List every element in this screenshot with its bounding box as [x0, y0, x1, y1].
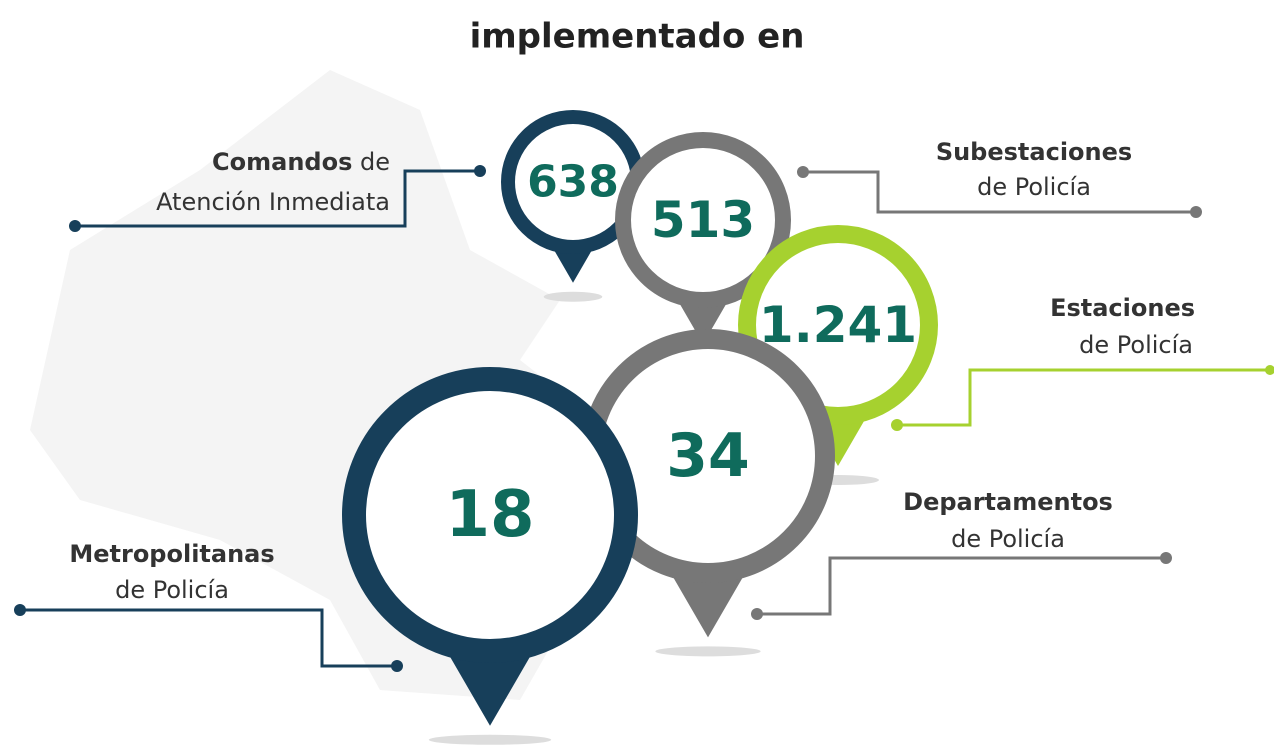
dot: [474, 165, 486, 177]
connector: [757, 556, 1166, 616]
dot: [1160, 552, 1172, 564]
dot: [797, 166, 809, 178]
dot: [69, 220, 81, 232]
connector-dots: [14, 165, 1274, 672]
pin: 513: [615, 132, 791, 363]
connector: [803, 170, 1196, 214]
label: Comandos de: [212, 148, 390, 176]
label-text: de: [360, 148, 390, 176]
pin: 18: [342, 367, 638, 745]
label-line: de Policía: [977, 173, 1091, 201]
label-line: de Policía: [115, 576, 229, 604]
pin-shadow: [428, 734, 552, 745]
title: implementado en: [470, 17, 805, 57]
connector: [20, 608, 397, 668]
dot: [751, 608, 763, 620]
pin: 34: [581, 329, 835, 657]
label-bold: Metropolitanas: [69, 540, 274, 568]
pin-shadow: [655, 646, 761, 657]
dot: [1265, 365, 1274, 375]
connectors: [20, 169, 1274, 668]
pin-value: 1.241: [759, 296, 917, 354]
label-bold: Departamentos: [903, 488, 1113, 516]
connector: [897, 368, 1274, 427]
dot: [14, 604, 26, 616]
pin-value: 638: [527, 157, 619, 208]
dot: [1190, 206, 1202, 218]
pin: 638: [501, 110, 645, 302]
label-line: de Policía: [1079, 331, 1193, 359]
label-line: Atención Inmediata: [156, 188, 390, 216]
pin-value: 34: [666, 421, 750, 491]
label-bold: Estaciones: [1050, 294, 1195, 322]
connector: [75, 169, 480, 228]
label-line: de Policía: [951, 525, 1065, 553]
pin-value: 513: [651, 191, 755, 249]
pin-ring: [615, 132, 791, 308]
pin-value: 18: [445, 478, 534, 552]
pin-ring: [342, 367, 638, 663]
dot: [391, 660, 403, 672]
pin-shadow: [543, 291, 603, 302]
label-bold: Subestaciones: [936, 138, 1132, 166]
dot: [891, 419, 903, 431]
label-bold: Comandos: [212, 148, 352, 176]
